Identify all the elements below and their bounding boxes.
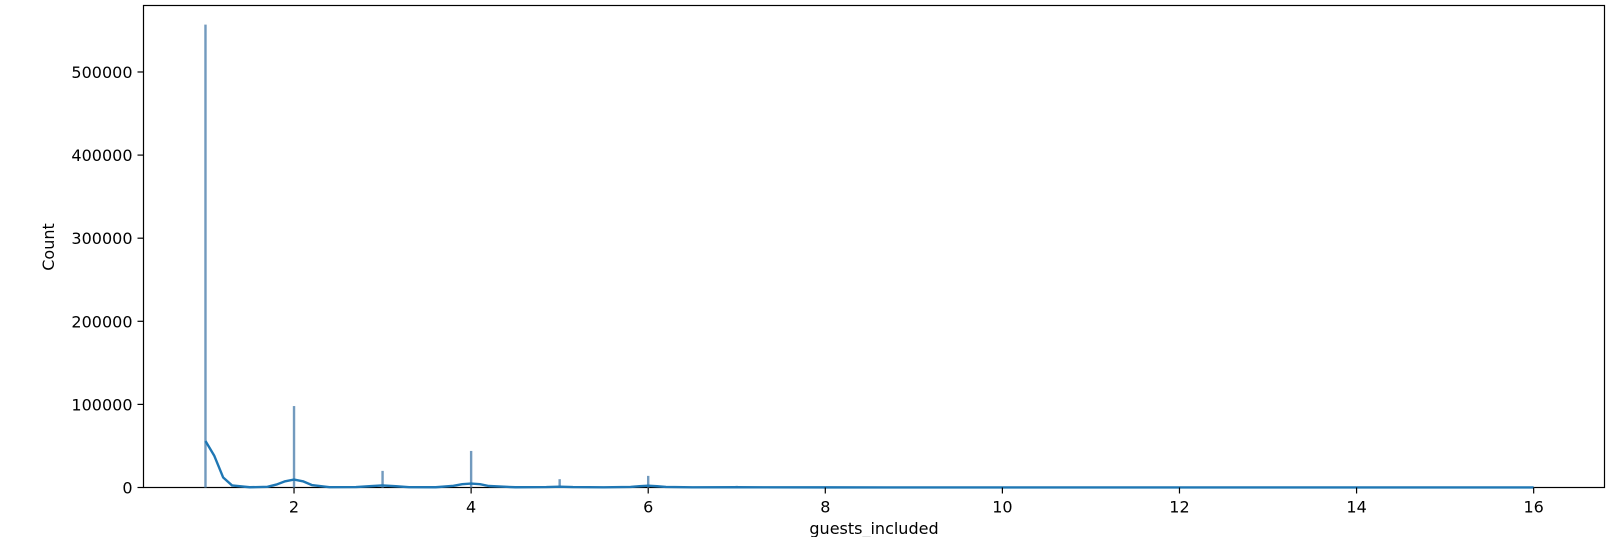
histogram-bar — [292, 406, 296, 488]
x-axis-label: guests_included — [809, 519, 938, 537]
x-tick-label: 8 — [820, 498, 830, 517]
histogram-bar — [204, 24, 207, 488]
x-tick-label: 16 — [1523, 498, 1543, 517]
x-tick-label: 4 — [466, 498, 476, 517]
kde-layer — [204, 440, 1534, 489]
x-tick-label: 14 — [1346, 498, 1366, 517]
histogram-bar — [647, 475, 650, 488]
histogram-bar — [558, 479, 561, 488]
y-tick-label: 400000 — [71, 146, 132, 165]
plot-frame — [142, 4, 1606, 489]
y-tick-label: 300000 — [71, 229, 132, 248]
histogram-bar — [469, 450, 473, 488]
x-tick-label: 2 — [289, 498, 299, 517]
histogram-bar — [381, 470, 384, 488]
bars-layer — [204, 24, 1535, 488]
kde-line — [204, 440, 1534, 489]
y-axis-ticks: 0 100000 200000 300000 400000 500000 — [71, 63, 144, 498]
y-tick-label: 0 — [122, 479, 132, 498]
y-tick-label: 500000 — [71, 63, 132, 82]
x-tick-label: 6 — [643, 498, 653, 517]
x-tick-label: 12 — [1169, 498, 1189, 517]
y-tick-label: 200000 — [71, 312, 132, 331]
y-axis-label: Count — [39, 223, 58, 271]
x-axis-ticks: 2 4 6 8 10 12 14 16 — [289, 487, 1544, 517]
y-tick-label: 100000 — [71, 395, 132, 414]
x-tick-label: 10 — [992, 498, 1012, 517]
